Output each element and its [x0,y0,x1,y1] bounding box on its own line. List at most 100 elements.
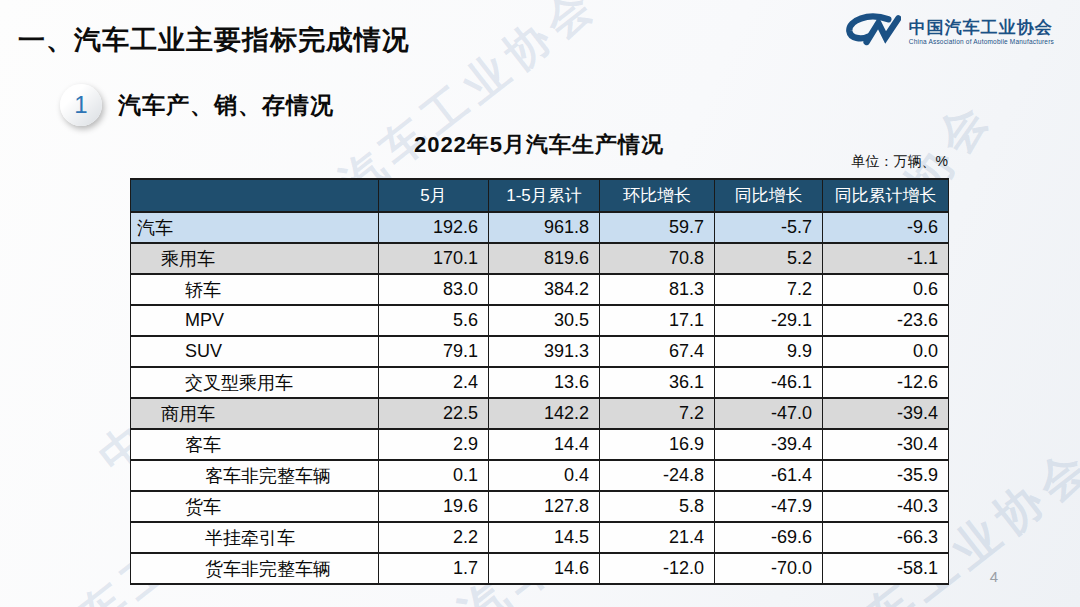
value-cell: -5.7 [715,212,823,243]
value-cell: -30.4 [823,429,949,460]
value-cell: 961.8 [489,212,600,243]
value-cell: 14.4 [489,429,600,460]
value-cell: -29.1 [715,305,823,336]
production-stats-table: 5月1-5月累计环比增长同比增长同比累计增长 汽车192.6961.859.7-… [130,178,949,585]
value-cell: 14.6 [489,553,600,584]
value-cell: 17.1 [600,305,715,336]
table-row: 半挂牵引车2.214.521.4-69.6-66.3 [131,522,949,553]
table-row: MPV5.630.517.1-29.1-23.6 [131,305,949,336]
value-cell: 67.4 [600,336,715,367]
value-cell: -40.3 [823,491,949,522]
value-cell: 70.8 [600,243,715,274]
header-cell-2: 1-5月累计 [489,179,600,212]
row-label: MPV [131,305,379,336]
value-cell: 2.4 [379,367,489,398]
value-cell: 36.1 [600,367,715,398]
value-cell: 59.7 [600,212,715,243]
value-cell: -58.1 [823,553,949,584]
value-cell: 142.2 [489,398,600,429]
value-cell: 1.7 [379,553,489,584]
caam-logo-icon [843,12,901,52]
value-cell: 7.2 [715,274,823,305]
value-cell: 384.2 [489,274,600,305]
row-label: 货车非完整车辆 [131,553,379,584]
value-cell: -39.4 [715,429,823,460]
value-cell: 14.5 [489,522,600,553]
row-label: 轿车 [131,274,379,305]
row-label: 商用车 [131,398,379,429]
value-cell: 2.2 [379,522,489,553]
value-cell: 0.4 [489,460,600,491]
value-cell: -47.9 [715,491,823,522]
value-cell: 9.9 [715,336,823,367]
section-number-badge: 1 [60,84,102,126]
row-label: 半挂牵引车 [131,522,379,553]
section-heading: 1 汽车产、销、存情况 [60,84,334,126]
table-row: 商用车22.5142.27.2-47.0-39.4 [131,398,949,429]
table-row: 乘用车170.1819.670.85.2-1.1 [131,243,949,274]
page-number: 4 [990,568,998,585]
value-cell: -66.3 [823,522,949,553]
value-cell: 0.1 [379,460,489,491]
value-cell: -69.6 [715,522,823,553]
header-cell-0 [131,179,379,212]
value-cell: -46.1 [715,367,823,398]
section-title: 汽车产、销、存情况 [118,90,334,121]
value-cell: -1.1 [823,243,949,274]
value-cell: 30.5 [489,305,600,336]
value-cell: -70.0 [715,553,823,584]
page-title: 一、汽车工业主要指标完成情况 [18,22,410,58]
header-cell-1: 5月 [379,179,489,212]
value-cell: 170.1 [379,243,489,274]
row-label: 客车非完整车辆 [131,460,379,491]
header-cell-3: 环比增长 [600,179,715,212]
value-cell: -47.0 [715,398,823,429]
value-cell: -9.6 [823,212,949,243]
table-row: 汽车192.6961.859.7-5.7-9.6 [131,212,949,243]
table-row: 交叉型乘用车2.413.636.1-46.1-12.6 [131,367,949,398]
value-cell: 192.6 [379,212,489,243]
table-row: 客车2.914.416.9-39.4-30.4 [131,429,949,460]
header-cell-5: 同比累计增长 [823,179,949,212]
value-cell: 7.2 [600,398,715,429]
value-cell: 16.9 [600,429,715,460]
caam-logo-text: 中国汽车工业协会 China Association of Automobile… [909,19,1054,45]
row-label: 客车 [131,429,379,460]
value-cell: 22.5 [379,398,489,429]
caam-logo: 中国汽车工业协会 China Association of Automobile… [843,12,1054,52]
table-title: 2022年5月汽车生产情况 [130,130,948,160]
value-cell: 81.3 [600,274,715,305]
table-row: 轿车83.0384.281.37.20.6 [131,274,949,305]
value-cell: 391.3 [489,336,600,367]
logo-name-cn: 中国汽车工业协会 [909,19,1054,38]
value-cell: 13.6 [489,367,600,398]
row-label: 货车 [131,491,379,522]
header-cell-4: 同比增长 [715,179,823,212]
value-cell: 0.0 [823,336,949,367]
value-cell: 5.6 [379,305,489,336]
value-cell: -12.0 [600,553,715,584]
table-row: 货车19.6127.85.8-47.9-40.3 [131,491,949,522]
table-row: 客车非完整车辆0.10.4-24.8-61.4-35.9 [131,460,949,491]
row-label: 汽车 [131,212,379,243]
unit-label: 单位：万辆、% [852,153,948,171]
table-header-row: 5月1-5月累计环比增长同比增长同比累计增长 [131,179,949,212]
value-cell: 83.0 [379,274,489,305]
logo-name-en: China Association of Automobile Manufact… [909,38,1054,45]
value-cell: 19.6 [379,491,489,522]
row-label: SUV [131,336,379,367]
value-cell: -24.8 [600,460,715,491]
value-cell: -35.9 [823,460,949,491]
value-cell: -23.6 [823,305,949,336]
value-cell: 0.6 [823,274,949,305]
value-cell: 127.8 [489,491,600,522]
row-label: 交叉型乘用车 [131,367,379,398]
table-row: SUV79.1391.367.49.90.0 [131,336,949,367]
value-cell: 819.6 [489,243,600,274]
row-label: 乘用车 [131,243,379,274]
value-cell: 5.8 [600,491,715,522]
value-cell: -39.4 [823,398,949,429]
value-cell: 79.1 [379,336,489,367]
table-row: 货车非完整车辆1.714.6-12.0-70.0-58.1 [131,553,949,584]
value-cell: -12.6 [823,367,949,398]
